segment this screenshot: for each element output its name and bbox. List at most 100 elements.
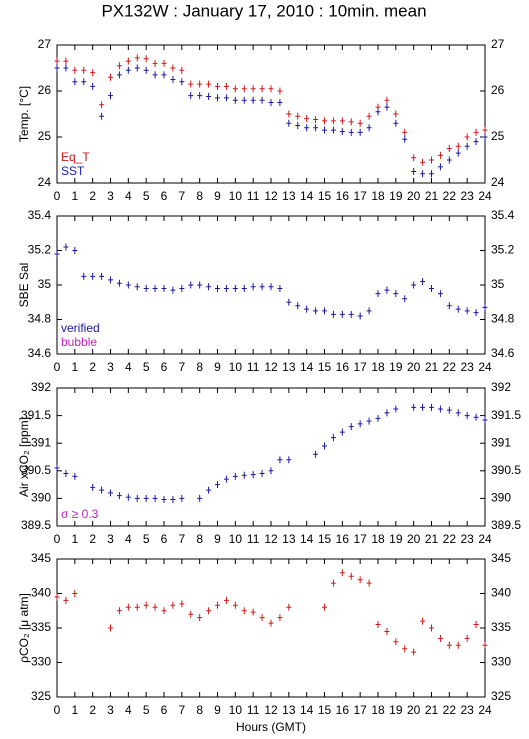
- data-point: [339, 127, 345, 135]
- data-point: [99, 486, 105, 494]
- data-point: [420, 617, 426, 625]
- x-tick-label: 10: [229, 360, 243, 374]
- x-axis-label: Hours (GMT): [236, 720, 306, 734]
- x-tick-label: 5: [143, 703, 150, 717]
- x-tick-label: 8: [196, 189, 203, 203]
- plot-frame: [56, 387, 486, 527]
- x-tick-label: 5: [143, 360, 150, 374]
- data-point: [152, 71, 158, 79]
- x-tick-label: 11: [247, 360, 260, 374]
- y-tick-label: 391: [31, 435, 51, 449]
- data-point: [473, 413, 479, 421]
- x-tick-label: 14: [300, 360, 314, 374]
- data-point: [81, 272, 87, 280]
- x-tick-label: 24: [478, 703, 492, 717]
- data-point: [72, 472, 78, 480]
- legend-label: bubble: [61, 335, 97, 349]
- data-point: [99, 112, 105, 120]
- data-point: [81, 66, 87, 74]
- data-point: [116, 279, 122, 287]
- data-point: [411, 403, 417, 411]
- x-tick-label: 20: [407, 189, 421, 203]
- y-tick-label: 35.2: [28, 243, 52, 257]
- data-point: [446, 406, 452, 414]
- data-point: [464, 133, 470, 141]
- data-point: [143, 55, 149, 63]
- y-tick-label-right: 34.8: [491, 312, 515, 326]
- data-point: [232, 472, 238, 480]
- data-point: [259, 85, 265, 93]
- data-point: [482, 133, 488, 141]
- data-point: [134, 494, 140, 502]
- data-point: [429, 284, 434, 292]
- data-point: [411, 281, 417, 289]
- data-point: [188, 92, 194, 100]
- y-tick-label-right: 35.4: [491, 208, 515, 222]
- x-tick-label: 17: [353, 532, 367, 546]
- x-tick-label: 23: [460, 189, 474, 203]
- data-point: [455, 305, 461, 313]
- y-tick-label-right: 330: [491, 655, 511, 669]
- data-point: [393, 110, 399, 118]
- data-point: [125, 66, 131, 74]
- x-tick-label: 11: [247, 703, 260, 717]
- data-point: [206, 283, 212, 291]
- x-tick-label: 13: [282, 703, 296, 717]
- data-point: [464, 142, 470, 150]
- data-point: [90, 272, 96, 280]
- data-point: [90, 69, 96, 77]
- x-tick-label: 9: [214, 189, 221, 203]
- data-point: [429, 624, 434, 632]
- x-tick-label: 2: [89, 189, 96, 203]
- x-tick-label: 6: [161, 703, 168, 717]
- x-tick-label: 16: [336, 532, 350, 546]
- x-tick-label: 6: [161, 189, 168, 203]
- data-point: [429, 170, 434, 178]
- data-point: [482, 303, 488, 311]
- data-point: [482, 641, 488, 649]
- data-point: [384, 627, 390, 635]
- data-point: [348, 572, 354, 580]
- data-point: [206, 607, 212, 615]
- x-tick-label: 18: [371, 532, 385, 546]
- data-point: [286, 603, 292, 611]
- x-tick-label: 17: [353, 360, 367, 374]
- data-point: [455, 641, 461, 649]
- data-point: [54, 464, 60, 472]
- data-point: [330, 117, 336, 125]
- data-point: [277, 87, 283, 95]
- data-point: [134, 64, 140, 72]
- data-point: [108, 489, 113, 497]
- data-point: [429, 156, 434, 164]
- x-tick-label: 19: [389, 189, 403, 203]
- data-point: [446, 641, 452, 649]
- y-tick-label: 35: [38, 277, 52, 291]
- data-point: [393, 405, 399, 413]
- data-point: [179, 78, 185, 86]
- data-point: [375, 621, 381, 629]
- data-point: [304, 305, 310, 313]
- data-point: [455, 149, 461, 157]
- data-point: [277, 284, 283, 292]
- data-point: [152, 494, 158, 502]
- data-point: [259, 283, 265, 291]
- x-tick-label: 15: [318, 189, 332, 203]
- x-tick-label: 18: [371, 189, 385, 203]
- data-point: [357, 119, 363, 127]
- x-tick-label: 23: [460, 703, 474, 717]
- x-tick-label: 21: [425, 189, 439, 203]
- legend-label: Eq_T: [61, 150, 90, 164]
- data-point: [152, 284, 158, 292]
- data-point: [63, 64, 69, 72]
- y-tick-label-right: 335: [491, 620, 511, 634]
- data-point: [143, 284, 149, 292]
- y-tick-label: 389.5: [21, 518, 51, 532]
- data-point: [420, 278, 426, 286]
- data-point: [366, 307, 372, 315]
- data-point: [268, 619, 274, 627]
- x-tick-label: 22: [443, 532, 457, 546]
- x-tick-label: 0: [54, 360, 61, 374]
- data-point: [72, 247, 78, 254]
- y-axis-label: SBE Sal: [17, 263, 31, 308]
- data-point: [134, 603, 140, 611]
